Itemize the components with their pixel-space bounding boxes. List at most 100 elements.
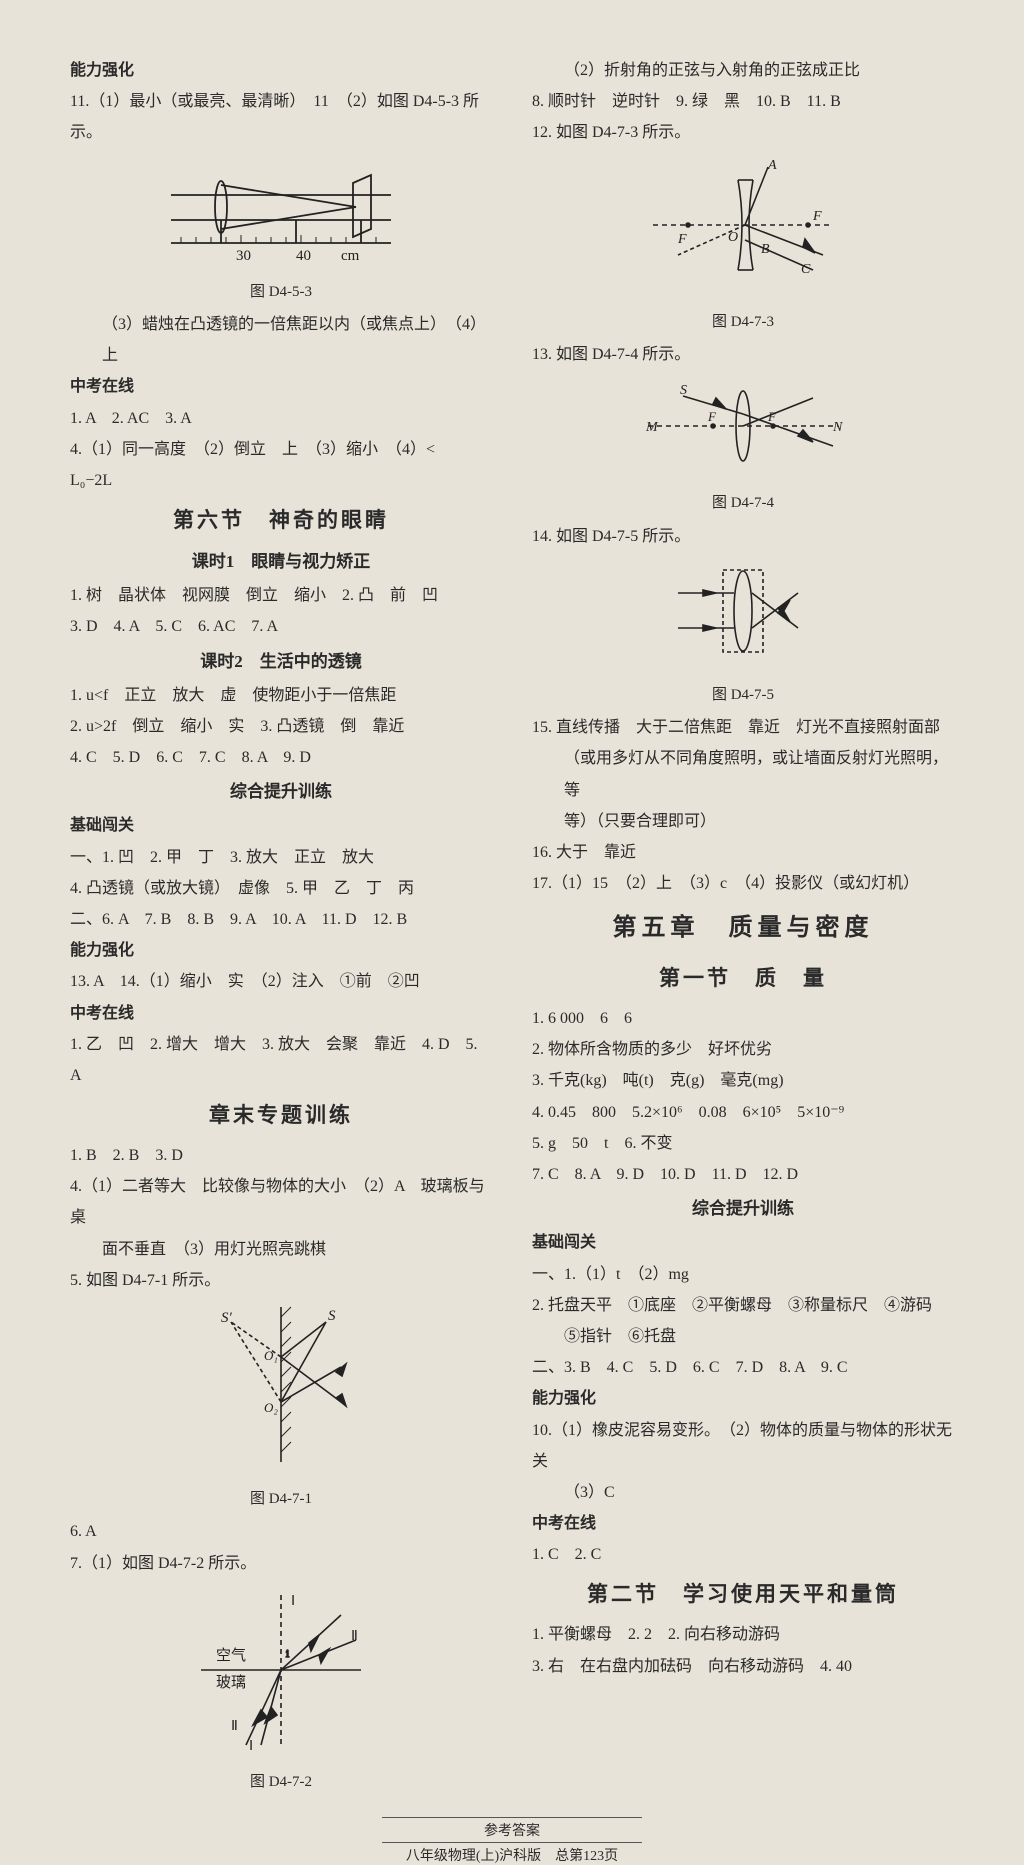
ruler-40: 40: [296, 248, 311, 264]
r14: 7. C 8. A 9. D 10. D 11. D 12. D: [532, 1159, 954, 1190]
l17: 5. 如图 D4-7-1 所示。: [70, 1265, 492, 1296]
subtitle-6a: 课时1 眼睛与视力矫正: [70, 545, 492, 578]
l11: 4. 凸透镜（或放大镜） 虚像 5. 甲 乙 丁 丙: [70, 873, 492, 904]
r18b: （3）C: [532, 1477, 954, 1508]
l6: 3. D 4. A 5. C 6. AC 7. A: [70, 611, 492, 642]
l4: 4.（1）同一高度 （2）倒立 上 （3）缩小 （4）< L₀−2L: [70, 434, 492, 496]
l2: （3）蜡烛在凸透镜的一倍焦距以内（或焦点上） （4）上: [70, 309, 492, 371]
l1: 11.（1）最小（或最亮、最清晰） 11 （2）如图 D4-5-3 所示。: [70, 86, 492, 148]
r10: 2. 物体所含物质的多少 好坏优劣: [532, 1034, 954, 1065]
r19: 1. C 2. C: [532, 1539, 954, 1570]
r1: （2）折射角的正弦与入射角的正弦成正比: [532, 55, 954, 86]
mirror-diagram: S′ S O₁ O₂: [196, 1302, 366, 1472]
r13: 5. g 50 t 6. 不变: [532, 1128, 954, 1159]
r18: 10.（1）橡皮泥容易变形。 （2）物体的质量与物体的形状无关: [532, 1415, 954, 1477]
r5: 14. 如图 D4-7-5 所示。: [532, 521, 954, 552]
r4: 13. 如图 D4-7-4 所示。: [532, 339, 954, 370]
l3: 1. A 2. AC 3. A: [70, 403, 492, 434]
r7: 16. 大于 靠近: [532, 837, 954, 868]
l9: 4. C 5. D 6. C 7. C 8. A 9. D: [70, 742, 492, 773]
heading-basic-l: 基础闯关: [70, 810, 492, 841]
r16: 2. 托盘天平 ①底座 ②平衡螺母 ③称量标尺 ④游码: [532, 1290, 954, 1321]
r6: 15. 直线传播 大于二倍焦距 靠近 灯光不直接照射面部: [532, 712, 954, 743]
label-I-bot: Ⅰ: [249, 1739, 253, 1754]
svg-text:i: i: [286, 1648, 289, 1660]
label-O: O: [728, 230, 738, 245]
l16: 4.（1）二者等大 比较像与物体的大小 （2）A 玻璃板与桌: [70, 1171, 492, 1233]
label-s: S: [328, 1308, 336, 1324]
figure-d4-7-5: 图 D4-7-5: [532, 558, 954, 710]
figure-d4-7-1: S′ S O₁ O₂ 图 D4-7-1: [70, 1302, 492, 1514]
lens-bench-diagram: 30 40 cm: [161, 155, 401, 265]
r21: 3. 右 在右盘内加砝码 向右移动游码 4. 40: [532, 1651, 954, 1682]
r16b: ⑤指针 ⑥托盘: [532, 1321, 954, 1352]
l19: 7.（1）如图 D4-7-2 所示。: [70, 1548, 492, 1579]
heading-ability-2: 能力强化: [70, 935, 492, 966]
heading-zhongkao-1: 中考在线: [70, 371, 492, 402]
subtitle-comprehensive-l: 综合提升训练: [70, 775, 492, 808]
l13: 13. A 14.（1）缩小 实 （2）注入 ①前 ②凹: [70, 966, 492, 997]
chapter5-title: 第五章 质量与密度: [532, 905, 954, 952]
l15: 1. B 2. B 3. D: [70, 1140, 492, 1171]
r15: 一、1.（1）t （2）mg: [532, 1259, 954, 1290]
sec5-2-title: 第二节 学习使用天平和量筒: [532, 1574, 954, 1615]
subtitle-comprehensive-r: 综合提升训练: [532, 1192, 954, 1225]
ruler-30: 30: [236, 248, 251, 264]
label-F-r: F: [812, 209, 822, 224]
r11: 3. 千克(kg) 吨(t) 克(g) 毫克(mg): [532, 1065, 954, 1096]
label-A: A: [767, 158, 777, 173]
l18: 6. A: [70, 1516, 492, 1547]
l12: 二、6. A 7. B 8. B 9. A 10. A 11. D 12. B: [70, 904, 492, 935]
title-chapter-end: 章末专题训练: [70, 1095, 492, 1136]
l10: 一、1. 凹 2. 甲 丁 3. 放大 正立 放大: [70, 842, 492, 873]
r12: 4. 0.45 800 5.2×10⁶ 0.08 6×10⁵ 5×10⁻⁹: [532, 1097, 954, 1128]
label-o1: O₁: [264, 1348, 278, 1363]
l8: 2. u>2f 倒立 缩小 实 3. 凸透镜 倒 靠近: [70, 711, 492, 742]
figure-d4-7-2: i 空气 玻璃 Ⅰ Ⅱ Ⅰ Ⅱ 图 D4-7-2: [70, 1585, 492, 1797]
label-glass: 玻璃: [216, 1674, 246, 1691]
concave-lens-diagram: A F F O B C: [643, 155, 843, 295]
label-air: 空气: [216, 1647, 246, 1664]
caption-d474: 图 D4-7-4: [532, 489, 954, 518]
l14: 1. 乙 凹 2. 增大 增大 3. 放大 会聚 靠近 4. D 5. A: [70, 1029, 492, 1091]
refraction-diagram: i 空气 玻璃 Ⅰ Ⅱ Ⅰ Ⅱ: [191, 1585, 371, 1755]
l7: 1. u<f 正立 放大 虚 使物距小于一倍焦距: [70, 680, 492, 711]
l16b: 面不垂直 （3）用灯光照亮跳棋: [70, 1234, 492, 1265]
r8: 17.（1）15 （2）上 （3）c （4）投影仪（或幻灯机）: [532, 868, 954, 899]
caption-d471: 图 D4-7-1: [70, 1485, 492, 1514]
label-F-l: F: [677, 232, 687, 247]
columns: 能力强化 11.（1）最小（或最亮、最清晰） 11 （2）如图 D4-5-3 所…: [70, 55, 954, 1799]
title-section6: 第六节 神奇的眼睛: [70, 500, 492, 541]
label-N: N: [832, 420, 843, 435]
caption-d453: 图 D4-5-3: [70, 278, 492, 307]
label-Fr2: F: [767, 409, 777, 424]
heading-ability: 能力强化: [70, 55, 492, 86]
label-II-bot: Ⅱ: [231, 1719, 238, 1734]
heading-zhongkao-2: 中考在线: [70, 998, 492, 1029]
left-column: 能力强化 11.（1）最小（或最亮、最清晰） 11 （2）如图 D4-5-3 所…: [70, 55, 492, 1799]
label-M: M: [645, 420, 659, 435]
r2: 8. 顺时针 逆时针 9. 绿 黑 10. B 11. B: [532, 86, 954, 117]
caption-d472: 图 D4-7-2: [70, 1768, 492, 1797]
r17: 二、3. B 4. C 5. D 6. C 7. D 8. A 9. C: [532, 1352, 954, 1383]
heading-zhongkao-r: 中考在线: [532, 1508, 954, 1539]
label-B: B: [761, 242, 770, 257]
footer-title: 参考答案: [70, 1820, 954, 1840]
label-I-top: Ⅰ: [291, 1594, 295, 1609]
lens-box-diagram: [668, 558, 818, 668]
page-root: 能力强化 11.（1）最小（或最亮、最清晰） 11 （2）如图 D4-5-3 所…: [0, 0, 1024, 1865]
sec5-1-title: 第一节 质 量: [532, 958, 954, 999]
subtitle-6b: 课时2 生活中的透镜: [70, 645, 492, 678]
heading-ability-r: 能力强化: [532, 1383, 954, 1414]
l5: 1. 树 晶状体 视网膜 倒立 缩小 2. 凸 前 凹: [70, 580, 492, 611]
convex-lens-diagram: S F F M N: [638, 376, 848, 476]
figure-d4-7-4: S F F M N 图 D4-7-4: [532, 376, 954, 518]
r9: 1. 6 000 6 6: [532, 1003, 954, 1034]
label-sprime: S′: [221, 1310, 233, 1326]
figure-d4-7-3: A F F O B C 图 D4-7-3: [532, 155, 954, 337]
r6b: （或用多灯从不同角度照明，或让墙面反射灯光照明，等: [532, 743, 954, 805]
r20: 1. 平衡螺母 2. 2 2. 向右移动游码: [532, 1619, 954, 1650]
footer-sub: 八年级物理(上)沪科版 总第123页: [70, 1845, 954, 1865]
heading-basic-r: 基础闯关: [532, 1227, 954, 1258]
figure-d4-5-3: 30 40 cm 图 D4-5-3: [70, 155, 492, 307]
